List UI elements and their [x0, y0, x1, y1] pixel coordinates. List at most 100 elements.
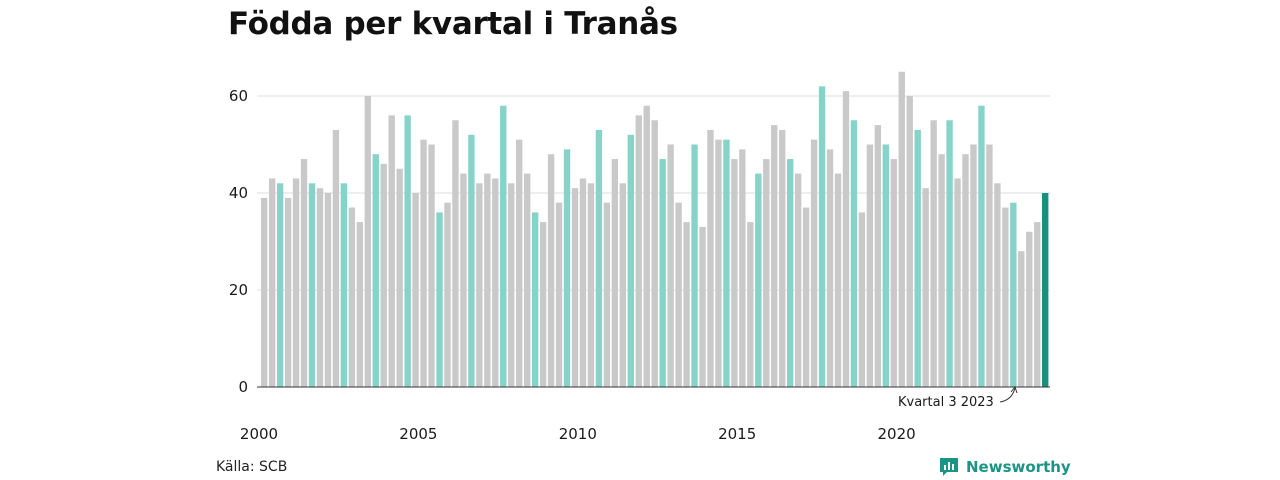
bar: [683, 222, 690, 387]
bar: [898, 71, 905, 387]
bar: [779, 129, 786, 387]
bar: [531, 212, 539, 387]
bar: [866, 144, 874, 387]
bar: [356, 222, 364, 387]
bar: [802, 207, 810, 387]
x-tick-label: 2005: [399, 425, 437, 443]
bar: [547, 154, 555, 387]
bar: [834, 173, 842, 387]
bar: [946, 120, 953, 387]
annotation-label: Kvartal 3 2023: [898, 395, 994, 410]
y-tick-label: 20: [229, 281, 248, 299]
source-note: Källa: SCB: [216, 459, 288, 475]
bar: [763, 159, 770, 387]
bar: [818, 86, 826, 388]
bar: [524, 173, 531, 387]
bar: [380, 163, 387, 387]
bar: [563, 149, 571, 387]
bar: [587, 183, 595, 387]
y-axis-ticks: 0 20 40 60: [229, 87, 248, 396]
bar: [476, 183, 483, 387]
bar: [651, 120, 658, 387]
bar: [994, 183, 1001, 387]
bar: [747, 222, 754, 387]
bar: [1026, 231, 1033, 387]
bar: [771, 125, 778, 387]
bar: [643, 105, 650, 387]
bar: [826, 149, 834, 387]
bar: [970, 144, 977, 387]
annotation-arrowhead: [1010, 385, 1018, 394]
bar: [388, 115, 395, 388]
bar: [579, 178, 587, 387]
bar: [444, 202, 451, 387]
bar: [794, 173, 802, 387]
bar: [539, 222, 547, 387]
bar: [508, 183, 515, 387]
y-tick-label: 0: [238, 378, 248, 396]
bar: [890, 159, 897, 387]
bar: [348, 207, 356, 387]
bar: [1018, 251, 1025, 387]
bar: [452, 120, 459, 387]
bar: [659, 159, 666, 387]
x-tick-label: 2015: [718, 425, 756, 443]
bar: [858, 212, 866, 387]
annotation-arrow: [999, 387, 1016, 403]
brand-name: Newsworthy: [966, 458, 1071, 476]
bar: [699, 226, 706, 387]
bar: [731, 159, 738, 387]
bar: [300, 159, 308, 387]
bar: [484, 173, 491, 387]
bar: [978, 105, 985, 387]
bar: [739, 149, 746, 387]
bar: [292, 178, 300, 387]
bar: [906, 96, 913, 387]
bar: [364, 96, 371, 387]
bar: [492, 178, 499, 387]
bar: [1034, 222, 1041, 387]
bar: [261, 197, 268, 387]
bar: [468, 134, 475, 387]
bar: [268, 178, 276, 387]
bar: [436, 212, 443, 387]
bar: [954, 178, 961, 387]
chart-title: Födda per kvartal i Tranås: [228, 6, 678, 42]
bar: [619, 183, 627, 387]
bar: [595, 129, 603, 387]
bar: [428, 144, 435, 387]
bar: [340, 183, 348, 387]
bar: [874, 125, 882, 387]
bar: [842, 91, 850, 388]
bar: [396, 168, 403, 387]
bar: [986, 144, 993, 387]
bar: [571, 188, 579, 387]
x-tick-label: 2010: [559, 425, 597, 443]
bar: [516, 139, 523, 387]
bar: [611, 159, 619, 387]
bar: [914, 129, 921, 387]
bar: [922, 188, 929, 387]
bar: [316, 188, 324, 387]
y-tick-label: 40: [229, 184, 248, 202]
bar: [420, 139, 427, 387]
bar: [1042, 193, 1049, 387]
bars: [261, 71, 1049, 388]
bar: [810, 139, 818, 387]
bar: [635, 115, 642, 388]
bar: [882, 144, 890, 387]
bar: [500, 105, 507, 387]
bar: [787, 159, 794, 387]
bar: [930, 120, 937, 387]
x-tick-label: 2020: [878, 425, 916, 443]
bar: [627, 134, 634, 387]
bar-chart-speech-icon: [940, 458, 958, 476]
brand-logo: Newsworthy: [938, 456, 1071, 478]
bar: [1010, 202, 1017, 387]
bar: [308, 183, 316, 387]
bar: [324, 193, 332, 387]
bar: [938, 154, 945, 387]
bar: [276, 183, 284, 387]
bar: [850, 120, 858, 387]
bar: [715, 139, 722, 387]
